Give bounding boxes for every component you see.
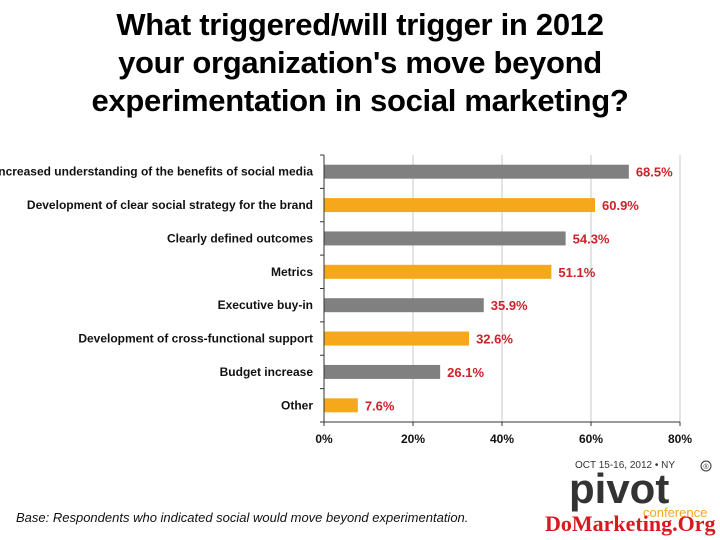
bar (324, 298, 484, 313)
category-label: Executive buy-in (218, 298, 313, 312)
title-line-3: experimentation in social marketing? (91, 83, 629, 118)
value-label: 54.3% (573, 231, 610, 246)
logo-conference: conference (643, 505, 707, 520)
registered-mark-circle (700, 460, 712, 472)
bars (324, 164, 629, 413)
category-labels: Increased understanding of the benefits … (0, 165, 313, 413)
title-line-1: What triggered/will trigger in 2012 (116, 7, 604, 42)
bar (324, 264, 552, 279)
x-tick-label: 0% (315, 432, 333, 446)
value-label: 32.6% (476, 332, 513, 347)
bar (324, 364, 441, 379)
value-labels: 68.5% 60.9% 54.3% 51.1% 35.9% 32.6% 26.1% 7.6% (365, 165, 673, 414)
x-tick-label: 20% (401, 432, 425, 446)
category-label: Development of cross-functional support (78, 332, 313, 346)
bar (324, 231, 566, 246)
x-tick-label: 40% (490, 432, 514, 446)
bar (324, 164, 629, 179)
logo-registered-mark: ® (703, 463, 709, 471)
value-label: 68.5% (636, 165, 673, 180)
logo-site: DoMarketing.Org (545, 511, 715, 536)
category-label: Increased understanding of the benefits … (0, 165, 313, 179)
title-line-2: your organization's move beyond (118, 45, 602, 80)
chart-title: What triggered/will trigger in 2012 your… (0, 6, 720, 120)
bar (324, 331, 470, 346)
bar (324, 398, 358, 413)
pivot-conference-logo: OCT 15-16, 2012 • NY ® pivot conference … (545, 460, 715, 536)
logo-brand: pivot (569, 465, 669, 512)
gridlines (412, 155, 681, 422)
value-label: 60.9% (602, 198, 639, 213)
category-label: Development of clear social strategy for… (27, 198, 313, 212)
category-label: Clearly defined outcomes (167, 231, 313, 245)
x-tick-label: 60% (579, 432, 603, 446)
value-label: 7.6% (365, 398, 395, 413)
x-axis: 0% 20% 40% 60% 80% (315, 154, 692, 446)
bar-chart: Increased understanding of the benefits … (0, 154, 692, 446)
bar (324, 198, 596, 213)
value-label: 35.9% (491, 298, 528, 313)
category-label: Metrics (271, 265, 313, 279)
value-label: 26.1% (447, 365, 484, 380)
x-tick-label: 80% (668, 432, 692, 446)
category-label: Other (281, 398, 313, 412)
logo-date: OCT 15-16, 2012 • NY (575, 460, 675, 471)
category-label: Budget increase (220, 365, 314, 379)
value-label: 51.1% (558, 265, 595, 280)
footnote: Base: Respondents who indicated social w… (16, 510, 469, 525)
